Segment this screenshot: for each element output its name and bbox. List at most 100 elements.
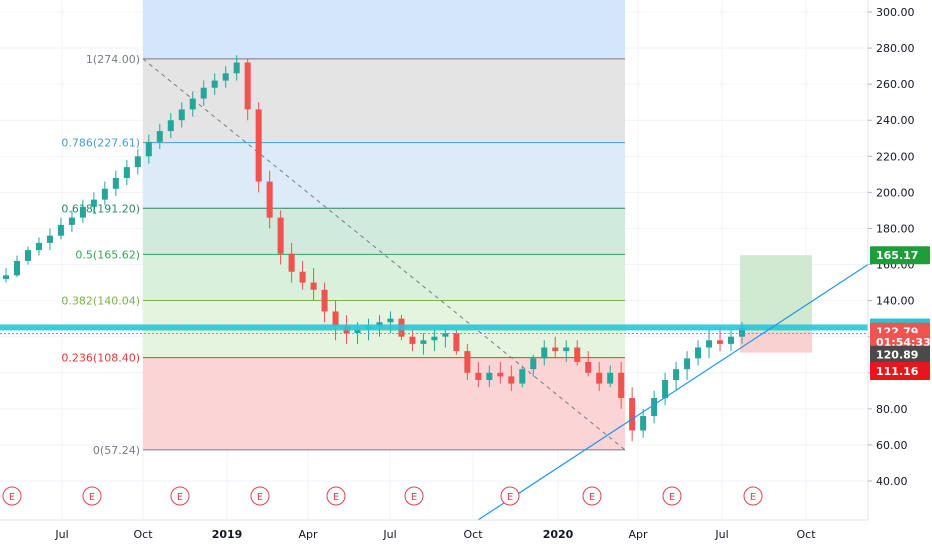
earnings-icon[interactable] bbox=[2, 486, 22, 506]
earnings-icon[interactable] bbox=[662, 486, 682, 506]
candle-body bbox=[530, 358, 537, 370]
candle-body bbox=[431, 336, 438, 341]
candle-body bbox=[321, 289, 328, 312]
candle-body bbox=[134, 156, 141, 168]
candle-body bbox=[222, 73, 229, 81]
candle-body bbox=[277, 217, 284, 254]
earnings-label: E bbox=[411, 492, 417, 503]
fib-level-label: 0.236(108.40) bbox=[61, 352, 140, 365]
candle-body bbox=[101, 188, 108, 200]
candle-body bbox=[662, 379, 669, 399]
price-tick-label: 80.00 bbox=[876, 403, 908, 416]
position-loss-zone[interactable] bbox=[740, 331, 812, 353]
candlestick-series bbox=[2, 55, 746, 442]
earnings-label: E bbox=[589, 492, 595, 503]
earnings-icon[interactable] bbox=[582, 486, 602, 506]
fib-zone bbox=[143, 208, 625, 255]
drawing-lines[interactable] bbox=[0, 264, 869, 521]
earnings-label: E bbox=[89, 492, 95, 503]
candle-body bbox=[727, 336, 735, 344]
earnings-icon[interactable] bbox=[250, 486, 270, 506]
candle-body bbox=[244, 62, 251, 110]
earnings-icon[interactable] bbox=[404, 486, 424, 506]
candle-body bbox=[453, 333, 460, 352]
fib-zone bbox=[143, 142, 625, 209]
fib-zone bbox=[143, 58, 625, 143]
candle-body bbox=[13, 260, 21, 276]
price-badge[interactable] bbox=[870, 246, 930, 265]
candle-body bbox=[46, 235, 53, 243]
candle-body bbox=[486, 372, 493, 380]
candle-body bbox=[607, 372, 614, 384]
price-badge[interactable] bbox=[870, 361, 930, 380]
fib-level-label: 0.786(227.61) bbox=[61, 137, 140, 150]
candle-body bbox=[738, 327, 746, 337]
candle-body bbox=[178, 109, 185, 121]
earnings-icon[interactable] bbox=[82, 486, 102, 506]
price-tick-label: 60.00 bbox=[876, 439, 908, 452]
candle-body bbox=[299, 271, 306, 283]
time-tick-label: Oct bbox=[133, 528, 153, 541]
candle-body bbox=[585, 361, 592, 373]
earnings-icon[interactable] bbox=[170, 486, 190, 506]
candle-body bbox=[420, 340, 427, 344]
earnings-label: E bbox=[750, 492, 756, 503]
candle-body bbox=[57, 224, 64, 236]
candle-body bbox=[145, 141, 152, 157]
price-tick-label: 40.00 bbox=[876, 475, 908, 488]
candle-body bbox=[255, 109, 262, 182]
candle-body bbox=[310, 282, 317, 290]
earnings-icon[interactable] bbox=[743, 486, 763, 506]
fib-zone-top bbox=[143, 0, 625, 59]
candle-body bbox=[2, 275, 10, 279]
candle-body bbox=[409, 336, 416, 344]
price-tick-label: 300.00 bbox=[876, 6, 915, 19]
candle-body bbox=[387, 318, 394, 323]
fib-zone bbox=[143, 254, 625, 301]
candle-body bbox=[332, 311, 339, 326]
fib-zone bbox=[143, 357, 625, 450]
trend-line[interactable] bbox=[477, 264, 869, 521]
long-position-tool[interactable] bbox=[740, 255, 812, 353]
candle-body bbox=[706, 340, 713, 348]
price-badge[interactable] bbox=[870, 345, 930, 364]
candle-body bbox=[167, 120, 174, 132]
candle-body bbox=[123, 167, 130, 178]
resistance-line[interactable] bbox=[0, 324, 868, 331]
price-tick-label: 200.00 bbox=[876, 186, 915, 199]
earnings-label: E bbox=[9, 492, 15, 503]
candle-body bbox=[629, 398, 636, 431]
candle-body bbox=[563, 347, 570, 352]
fib-level-label: 0.382(140.04) bbox=[61, 295, 140, 308]
fib-level-label: 0(57.24) bbox=[93, 444, 140, 457]
fib-retracement[interactable]: 1(274.00) 0.786(227.61) 0.618(191.20) 0.5(1… bbox=[61, 0, 626, 457]
price-tick-label: 280.00 bbox=[876, 42, 915, 55]
candle-body bbox=[541, 347, 548, 359]
candle-body bbox=[233, 62, 240, 74]
time-tick-label: 2019 bbox=[212, 528, 243, 541]
price-tick-label: 260.00 bbox=[876, 78, 915, 91]
candle-body bbox=[508, 376, 515, 384]
price-badge-label: 120.89 bbox=[876, 349, 918, 362]
price-tick-label: 240.00 bbox=[876, 114, 915, 127]
candle-body bbox=[640, 416, 647, 431]
candle-body bbox=[574, 347, 581, 362]
candle-body bbox=[112, 177, 119, 189]
candle-body bbox=[497, 372, 504, 377]
candle-body bbox=[68, 217, 75, 225]
earnings-icon[interactable] bbox=[500, 486, 520, 506]
candle-body bbox=[354, 329, 361, 334]
price-axis[interactable]: 300.00 280.00 260.00 240.00 220.00 200.00 180.… bbox=[867, 0, 932, 520]
candle-body bbox=[189, 98, 196, 110]
time-axis[interactable]: Jul Oct 2019 Apr Jul Oct 2020 Apr Jul Oct bbox=[0, 519, 868, 541]
candle-body bbox=[552, 347, 559, 352]
price-tick-label: 220.00 bbox=[876, 150, 915, 163]
fib-level-label: 1(274.00) bbox=[86, 53, 140, 66]
candle-body bbox=[442, 333, 449, 337]
time-tick-label: 2020 bbox=[543, 528, 574, 541]
position-profit-zone[interactable] bbox=[740, 255, 812, 332]
earnings-icon[interactable] bbox=[326, 486, 346, 506]
